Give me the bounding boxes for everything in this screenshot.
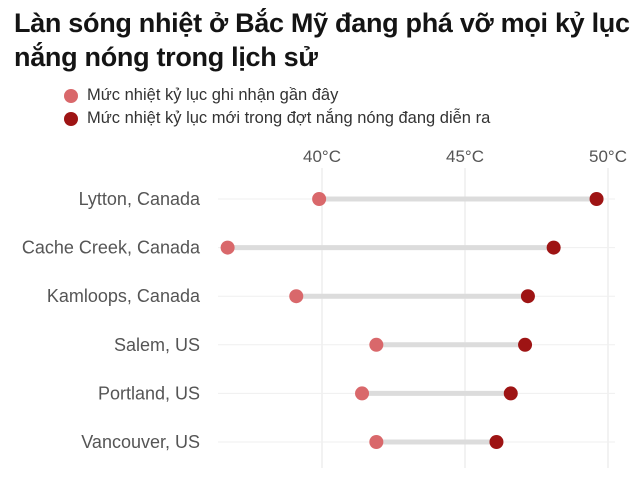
category-label: Salem, US bbox=[114, 335, 200, 355]
category-label: Lytton, Canada bbox=[79, 189, 201, 209]
new-record-point bbox=[546, 240, 561, 255]
recent-record-point bbox=[220, 240, 235, 255]
category-label: Portland, US bbox=[98, 383, 200, 403]
legend-dot-new bbox=[64, 111, 78, 126]
legend-label-recent: Mức nhiệt kỷ lục ghi nhận gần đây bbox=[87, 86, 339, 104]
x-tick-label: 45°C bbox=[446, 147, 484, 166]
x-tick-label: 50°C bbox=[589, 147, 627, 166]
category-label: Vancouver, US bbox=[81, 432, 200, 452]
chart-title: Làn sóng nhiệt ở Bắc Mỹ đang phá vỡ mọi … bbox=[14, 8, 630, 72]
new-record-point bbox=[503, 386, 518, 401]
legend-item-recent: Mức nhiệt kỷ lục ghi nhận gần đây bbox=[64, 84, 490, 107]
x-tick-label: 40°C bbox=[303, 147, 341, 166]
legend: Mức nhiệt kỷ lục ghi nhận gần đây Mức nh… bbox=[64, 84, 490, 130]
new-record-point bbox=[520, 289, 535, 304]
new-record-point bbox=[518, 337, 533, 352]
recent-record-point bbox=[369, 337, 384, 352]
recent-record-point bbox=[355, 386, 370, 401]
new-record-point bbox=[489, 435, 504, 449]
recent-record-point bbox=[369, 435, 384, 449]
category-label: Kamloops, Canada bbox=[47, 286, 201, 306]
legend-item-new: Mức nhiệt kỷ lục mới trong đợt nắng nóng… bbox=[64, 107, 490, 130]
legend-dot-recent bbox=[64, 88, 78, 103]
new-record-point bbox=[589, 192, 604, 206]
category-label: Cache Creek, Canada bbox=[22, 238, 201, 258]
recent-record-point bbox=[312, 192, 327, 206]
legend-label-new: Mức nhiệt kỷ lục mới trong đợt nắng nóng… bbox=[87, 109, 491, 127]
recent-record-point bbox=[289, 289, 304, 304]
